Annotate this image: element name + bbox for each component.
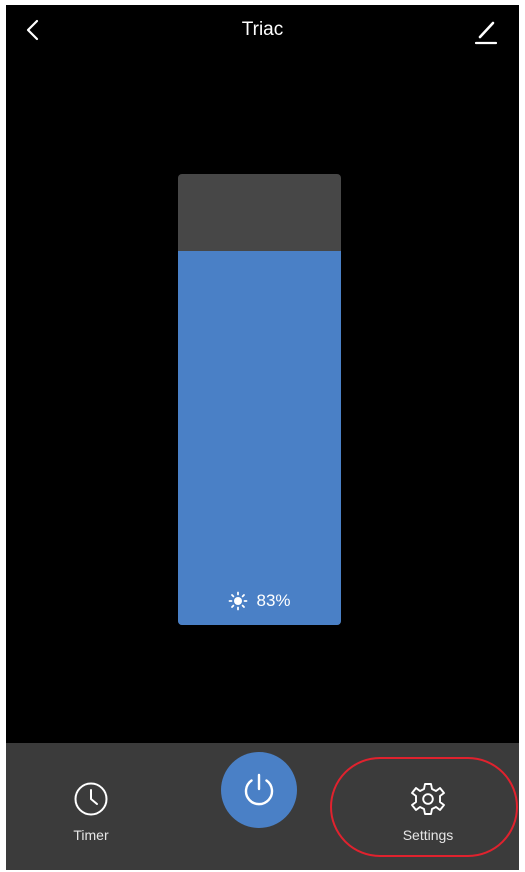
timer-label: Timer bbox=[73, 827, 109, 843]
device-screen: Triac bbox=[6, 5, 519, 870]
brightness-fill bbox=[178, 250, 341, 625]
settings-label: Settings bbox=[402, 827, 454, 843]
power-button[interactable] bbox=[221, 752, 297, 828]
header-bar: Triac bbox=[6, 5, 519, 55]
brightness-percent: 83% bbox=[256, 591, 291, 610]
settings-button[interactable]: Settings bbox=[378, 743, 478, 870]
back-button[interactable] bbox=[20, 15, 44, 45]
bottom-bar: Timer Settings bbox=[6, 743, 519, 870]
brightness-slider[interactable]: 83% bbox=[178, 174, 341, 625]
clock-icon bbox=[74, 782, 108, 816]
chevron-left-icon bbox=[26, 19, 39, 41]
edit-button[interactable] bbox=[473, 18, 499, 46]
pencil-icon bbox=[474, 21, 498, 45]
power-icon bbox=[244, 773, 274, 806]
gear-icon bbox=[411, 783, 445, 815]
page-title: Triac bbox=[241, 19, 284, 40]
brightness-readout: 83% bbox=[178, 591, 341, 611]
timer-button[interactable]: Timer bbox=[51, 743, 131, 870]
sun-icon bbox=[229, 591, 248, 611]
